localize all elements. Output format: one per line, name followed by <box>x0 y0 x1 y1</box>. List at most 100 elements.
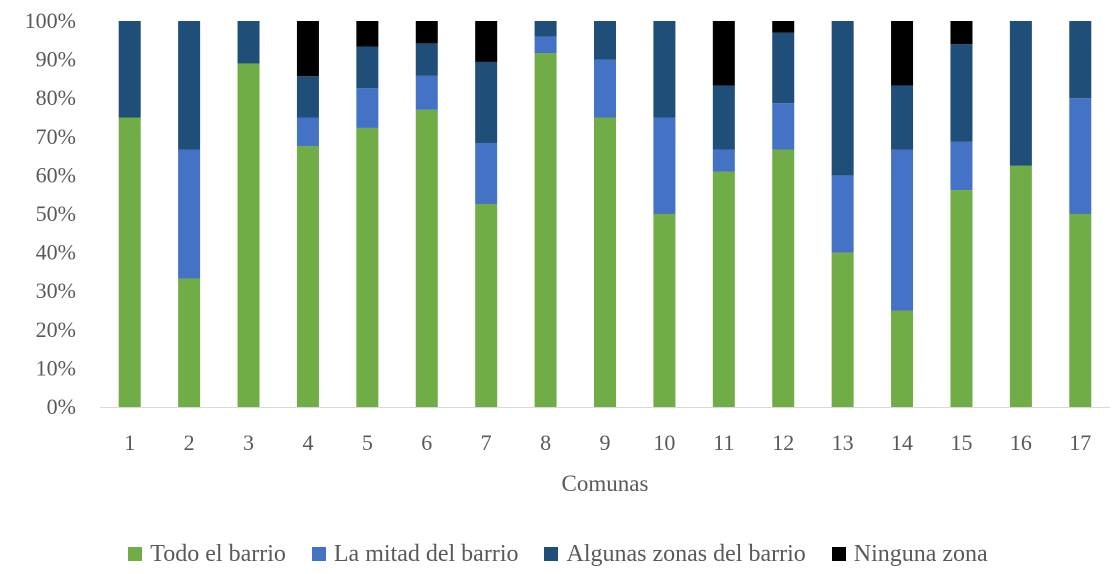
x-tick-label: 9 <box>600 430 611 455</box>
bar-segment <box>891 21 914 86</box>
bar-segment <box>950 21 973 45</box>
bar-segment <box>1009 165 1032 407</box>
legend-item: Algunas zonas del barrio <box>544 540 806 568</box>
bar-segment <box>950 190 973 407</box>
y-tick-label: 70% <box>36 124 76 149</box>
bar-segment <box>415 75 438 110</box>
x-tick-label: 3 <box>243 430 254 455</box>
bar-segment <box>534 21 557 37</box>
legend-item: La mitad del barrio <box>311 540 519 568</box>
bar-segment <box>534 36 557 54</box>
bar-segment <box>712 21 735 86</box>
bar-segment <box>296 146 319 407</box>
bar-segment <box>1009 21 1032 166</box>
bar-segment <box>891 149 914 311</box>
bar-segment <box>1069 214 1092 407</box>
bar-segment <box>1069 21 1092 99</box>
bar-segment <box>415 109 438 407</box>
bar-segment <box>772 21 795 33</box>
bar-segment <box>178 278 201 407</box>
bar-segment <box>296 76 319 118</box>
bar-segment <box>772 32 795 104</box>
x-tick-label: 12 <box>772 430 794 455</box>
bar-segment <box>594 59 616 118</box>
bar-segment <box>653 117 676 214</box>
bar-segment <box>712 171 735 407</box>
y-tick-label: 30% <box>36 278 76 303</box>
y-tick-label: 0% <box>47 394 76 419</box>
bar-segment <box>475 61 498 143</box>
bar-segment <box>178 21 201 150</box>
x-tick-label: 17 <box>1069 430 1091 455</box>
bar-segment <box>356 88 379 128</box>
bar-segment <box>415 21 438 44</box>
x-tick-label: 6 <box>421 430 432 455</box>
bar-segment <box>772 149 795 407</box>
bar-segment <box>356 21 379 47</box>
bar-segment <box>475 21 498 62</box>
bar-segment <box>475 203 498 407</box>
bar-segment <box>653 21 676 118</box>
legend-label: Algunas zonas del barrio <box>566 540 806 567</box>
legend-swatch <box>544 547 559 561</box>
legend-swatch <box>128 547 143 561</box>
bar-segment <box>356 127 379 407</box>
legend-label: La mitad del barrio <box>333 540 519 567</box>
legend-item: Ninguna zona <box>831 540 988 568</box>
bar-segment <box>653 214 676 407</box>
bar-segment <box>950 141 973 191</box>
x-tick-label: 13 <box>832 430 854 455</box>
chart-legend: Todo el barrio La mitad del barrio Algunas… <box>0 538 1116 570</box>
y-tick-label: 90% <box>36 47 76 72</box>
bar-segment <box>772 103 795 150</box>
bar-segment <box>118 21 141 118</box>
bar-segment <box>356 46 379 89</box>
x-tick-label: 4 <box>302 430 313 455</box>
bar-segment <box>831 21 854 176</box>
bar-segment <box>594 21 616 60</box>
bar-segment <box>178 149 201 279</box>
x-axis-title: Comunas <box>562 471 649 496</box>
bar-segment <box>237 21 260 64</box>
bar-segment <box>415 43 438 76</box>
bar-segment <box>118 117 141 407</box>
y-tick-label: 100% <box>25 8 76 33</box>
chart-plot: 0%10%20%30%40%50%60%70%80%90%100%1 2 3 4 5 6 7… <box>25 8 1110 496</box>
y-tick-label: 50% <box>36 201 76 226</box>
bar-segment <box>475 142 498 204</box>
bar-segment <box>534 53 557 408</box>
x-tick-label: 15 <box>950 430 972 455</box>
bar-segment <box>712 85 735 150</box>
legend-swatch <box>831 547 846 561</box>
x-tick-label: 7 <box>481 430 492 455</box>
y-tick-label: 10% <box>36 355 76 380</box>
y-tick-label: 40% <box>36 240 76 265</box>
bar-segment <box>831 252 854 407</box>
x-tick-label: 16 <box>1010 430 1032 455</box>
bar-segment <box>594 117 616 407</box>
y-tick-label: 80% <box>36 85 76 110</box>
y-tick-label: 20% <box>36 317 76 342</box>
bar-segment <box>1069 98 1092 214</box>
legend-label: Todo el barrio <box>150 540 286 567</box>
legend-item: Todo el barrio <box>128 541 286 568</box>
bar-segment <box>950 44 973 142</box>
x-tick-label: 2 <box>184 430 195 455</box>
legend-label: Ninguna zona <box>853 540 988 567</box>
bar-segment <box>296 21 319 77</box>
bar-segment <box>891 85 914 150</box>
legend-swatch <box>311 547 326 561</box>
x-tick-label: 11 <box>713 430 734 455</box>
bar-segment <box>891 310 914 407</box>
x-tick-label: 5 <box>362 430 373 455</box>
bar-segment <box>237 63 260 408</box>
x-tick-label: 14 <box>891 430 913 455</box>
x-tick-label: 8 <box>540 430 551 455</box>
bar-segment <box>296 117 319 147</box>
bar-segment <box>831 175 854 253</box>
bar-segment <box>712 149 735 172</box>
x-tick-label: 10 <box>653 430 675 455</box>
y-tick-label: 60% <box>36 162 76 187</box>
x-tick-label: 1 <box>124 430 135 455</box>
